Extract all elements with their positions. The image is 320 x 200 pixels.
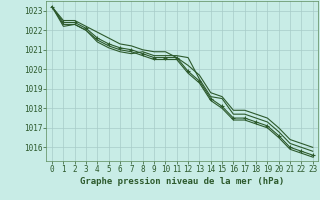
- X-axis label: Graphe pression niveau de la mer (hPa): Graphe pression niveau de la mer (hPa): [80, 177, 284, 186]
